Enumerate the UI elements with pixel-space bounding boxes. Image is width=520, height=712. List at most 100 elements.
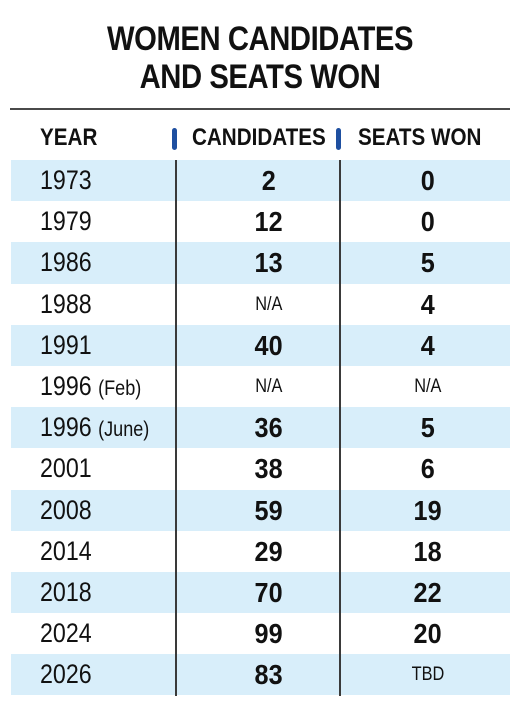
column-header-candidates: CANDIDATES [192, 124, 326, 151]
year-cell: 2024 [40, 613, 92, 654]
table-row: 1973 2 0 [11, 160, 510, 202]
candidates-cell-value: 38 [254, 453, 284, 485]
table-body: 1973 2 0 1979 12 0 1986 13 5 1988 N/A 4 1991 40 4 1996 … [11, 160, 510, 696]
candidates-cell-value: 99 [254, 618, 284, 650]
column-divider-candidates [175, 160, 177, 696]
year-value: 1973 [40, 165, 92, 195]
candidates-cell-value: 2 [261, 165, 277, 196]
seats-won-cell: 5 [346, 407, 510, 448]
year-cell: 1988 [40, 284, 92, 325]
candidates-cell: 83 [184, 654, 354, 695]
seats-won-cell: 6 [346, 448, 510, 489]
year-value: 2008 [40, 494, 92, 525]
candidates-cell-value: N/A [255, 375, 283, 397]
candidates-cell: N/A [184, 366, 354, 407]
year-cell: 2008 [40, 490, 92, 531]
candidates-cell-value: 40 [254, 329, 284, 361]
year-cell: 2014 [40, 531, 92, 572]
year-cell: 2018 [40, 572, 92, 613]
year-cell: 1996 (Feb) [40, 366, 141, 407]
table-row: 1988 N/A 4 [11, 284, 510, 325]
candidates-cell: 99 [184, 613, 354, 654]
column-marker-candidates [172, 128, 177, 150]
year-cell: 2026 [40, 654, 92, 695]
candidates-cell-value: 83 [254, 659, 284, 691]
year-value: 1991 [40, 329, 92, 360]
candidates-cell: 36 [184, 407, 354, 448]
year-value: 2018 [40, 576, 92, 607]
table-row: 2008 59 19 [11, 489, 510, 531]
year-qualifier: (Feb) [98, 376, 142, 400]
seats-won-cell-value: 22 [413, 576, 443, 608]
seats-won-cell-value: 5 [420, 412, 436, 444]
table-row: 2014 29 18 [11, 531, 510, 572]
table-row: 2001 38 6 [11, 448, 510, 489]
seats-won-cell-value: 6 [420, 453, 436, 485]
year-value: 1996 [40, 412, 92, 443]
candidates-cell: 59 [184, 490, 354, 531]
seats-won-cell: 0 [346, 160, 510, 201]
year-cell: 1986 [40, 242, 92, 283]
table-row: 1991 40 4 [11, 324, 510, 366]
title-line-2: AND SEATS WON [139, 58, 381, 96]
seats-won-cell: 19 [346, 490, 510, 531]
candidates-cell: 12 [184, 201, 354, 242]
table-row: 1996 (June) 36 5 [11, 407, 510, 449]
seats-won-cell: N/A [346, 366, 510, 407]
table-row: 1986 13 5 [11, 242, 510, 284]
seats-won-cell-value: TBD [411, 664, 445, 686]
year-cell: 1996 (June) [40, 407, 149, 448]
table-row: 1996 (Feb) N/A N/A [11, 366, 510, 407]
seats-won-cell: 0 [346, 201, 510, 242]
seats-won-cell: TBD [346, 654, 510, 695]
seats-won-cell-value: 20 [413, 618, 443, 650]
candidates-cell-value: 12 [254, 206, 284, 238]
candidates-cell-value: 36 [254, 412, 284, 444]
column-marker-seats [336, 128, 341, 150]
column-divider-seats [339, 160, 341, 696]
candidates-cell: N/A [184, 284, 354, 325]
column-header-seats-won: SEATS WON [358, 124, 482, 151]
year-cell: 2001 [40, 448, 92, 489]
candidates-cell: 40 [184, 325, 354, 366]
seats-won-cell: 5 [346, 242, 510, 283]
candidates-cell: 2 [184, 160, 354, 201]
year-value: 2001 [40, 453, 92, 484]
seats-won-cell-value: 4 [420, 329, 436, 361]
table-row: 2024 99 20 [11, 613, 510, 654]
year-value: 2014 [40, 535, 92, 566]
year-value: 1996 [40, 370, 92, 401]
candidates-cell-value: 13 [254, 247, 284, 279]
seats-won-cell: 4 [346, 284, 510, 325]
year-value: 2026 [40, 659, 92, 690]
table-title: WOMEN CANDIDATES AND SEATS WON [36, 20, 483, 96]
year-value: 1986 [40, 247, 92, 278]
seats-won-cell-value: 18 [413, 535, 443, 567]
column-header-year: YEAR [40, 124, 98, 151]
candidates-cell: 13 [184, 242, 354, 283]
seats-won-cell: 22 [346, 572, 510, 613]
candidates-cell-value: N/A [255, 293, 283, 315]
seats-won-cell: 20 [346, 613, 510, 654]
candidates-cell: 38 [184, 448, 354, 489]
year-value: 1979 [40, 206, 92, 237]
table-row: 2018 70 22 [11, 571, 510, 614]
year-cell: 1979 [40, 201, 92, 242]
seats-won-cell: 4 [346, 325, 510, 366]
year-cell: 1973 [40, 160, 92, 201]
table-row: 2026 83 TBD [11, 654, 510, 696]
year-value: 1988 [40, 288, 92, 319]
candidates-cell-value: 59 [254, 494, 284, 526]
year-cell: 1991 [40, 325, 92, 366]
table-row: 1979 12 0 [11, 201, 510, 242]
seats-won-cell-value: 4 [420, 288, 436, 320]
year-value: 2024 [40, 618, 92, 649]
seats-won-cell-value: 5 [420, 247, 436, 279]
title-line-1: WOMEN CANDIDATES [106, 20, 414, 58]
candidates-cell: 70 [184, 572, 354, 613]
title-rule [10, 108, 510, 110]
seats-won-cell-value: N/A [414, 375, 442, 397]
candidates-cell: 29 [184, 531, 354, 572]
year-qualifier: (June) [98, 418, 150, 442]
seats-won-cell: 18 [346, 531, 510, 572]
